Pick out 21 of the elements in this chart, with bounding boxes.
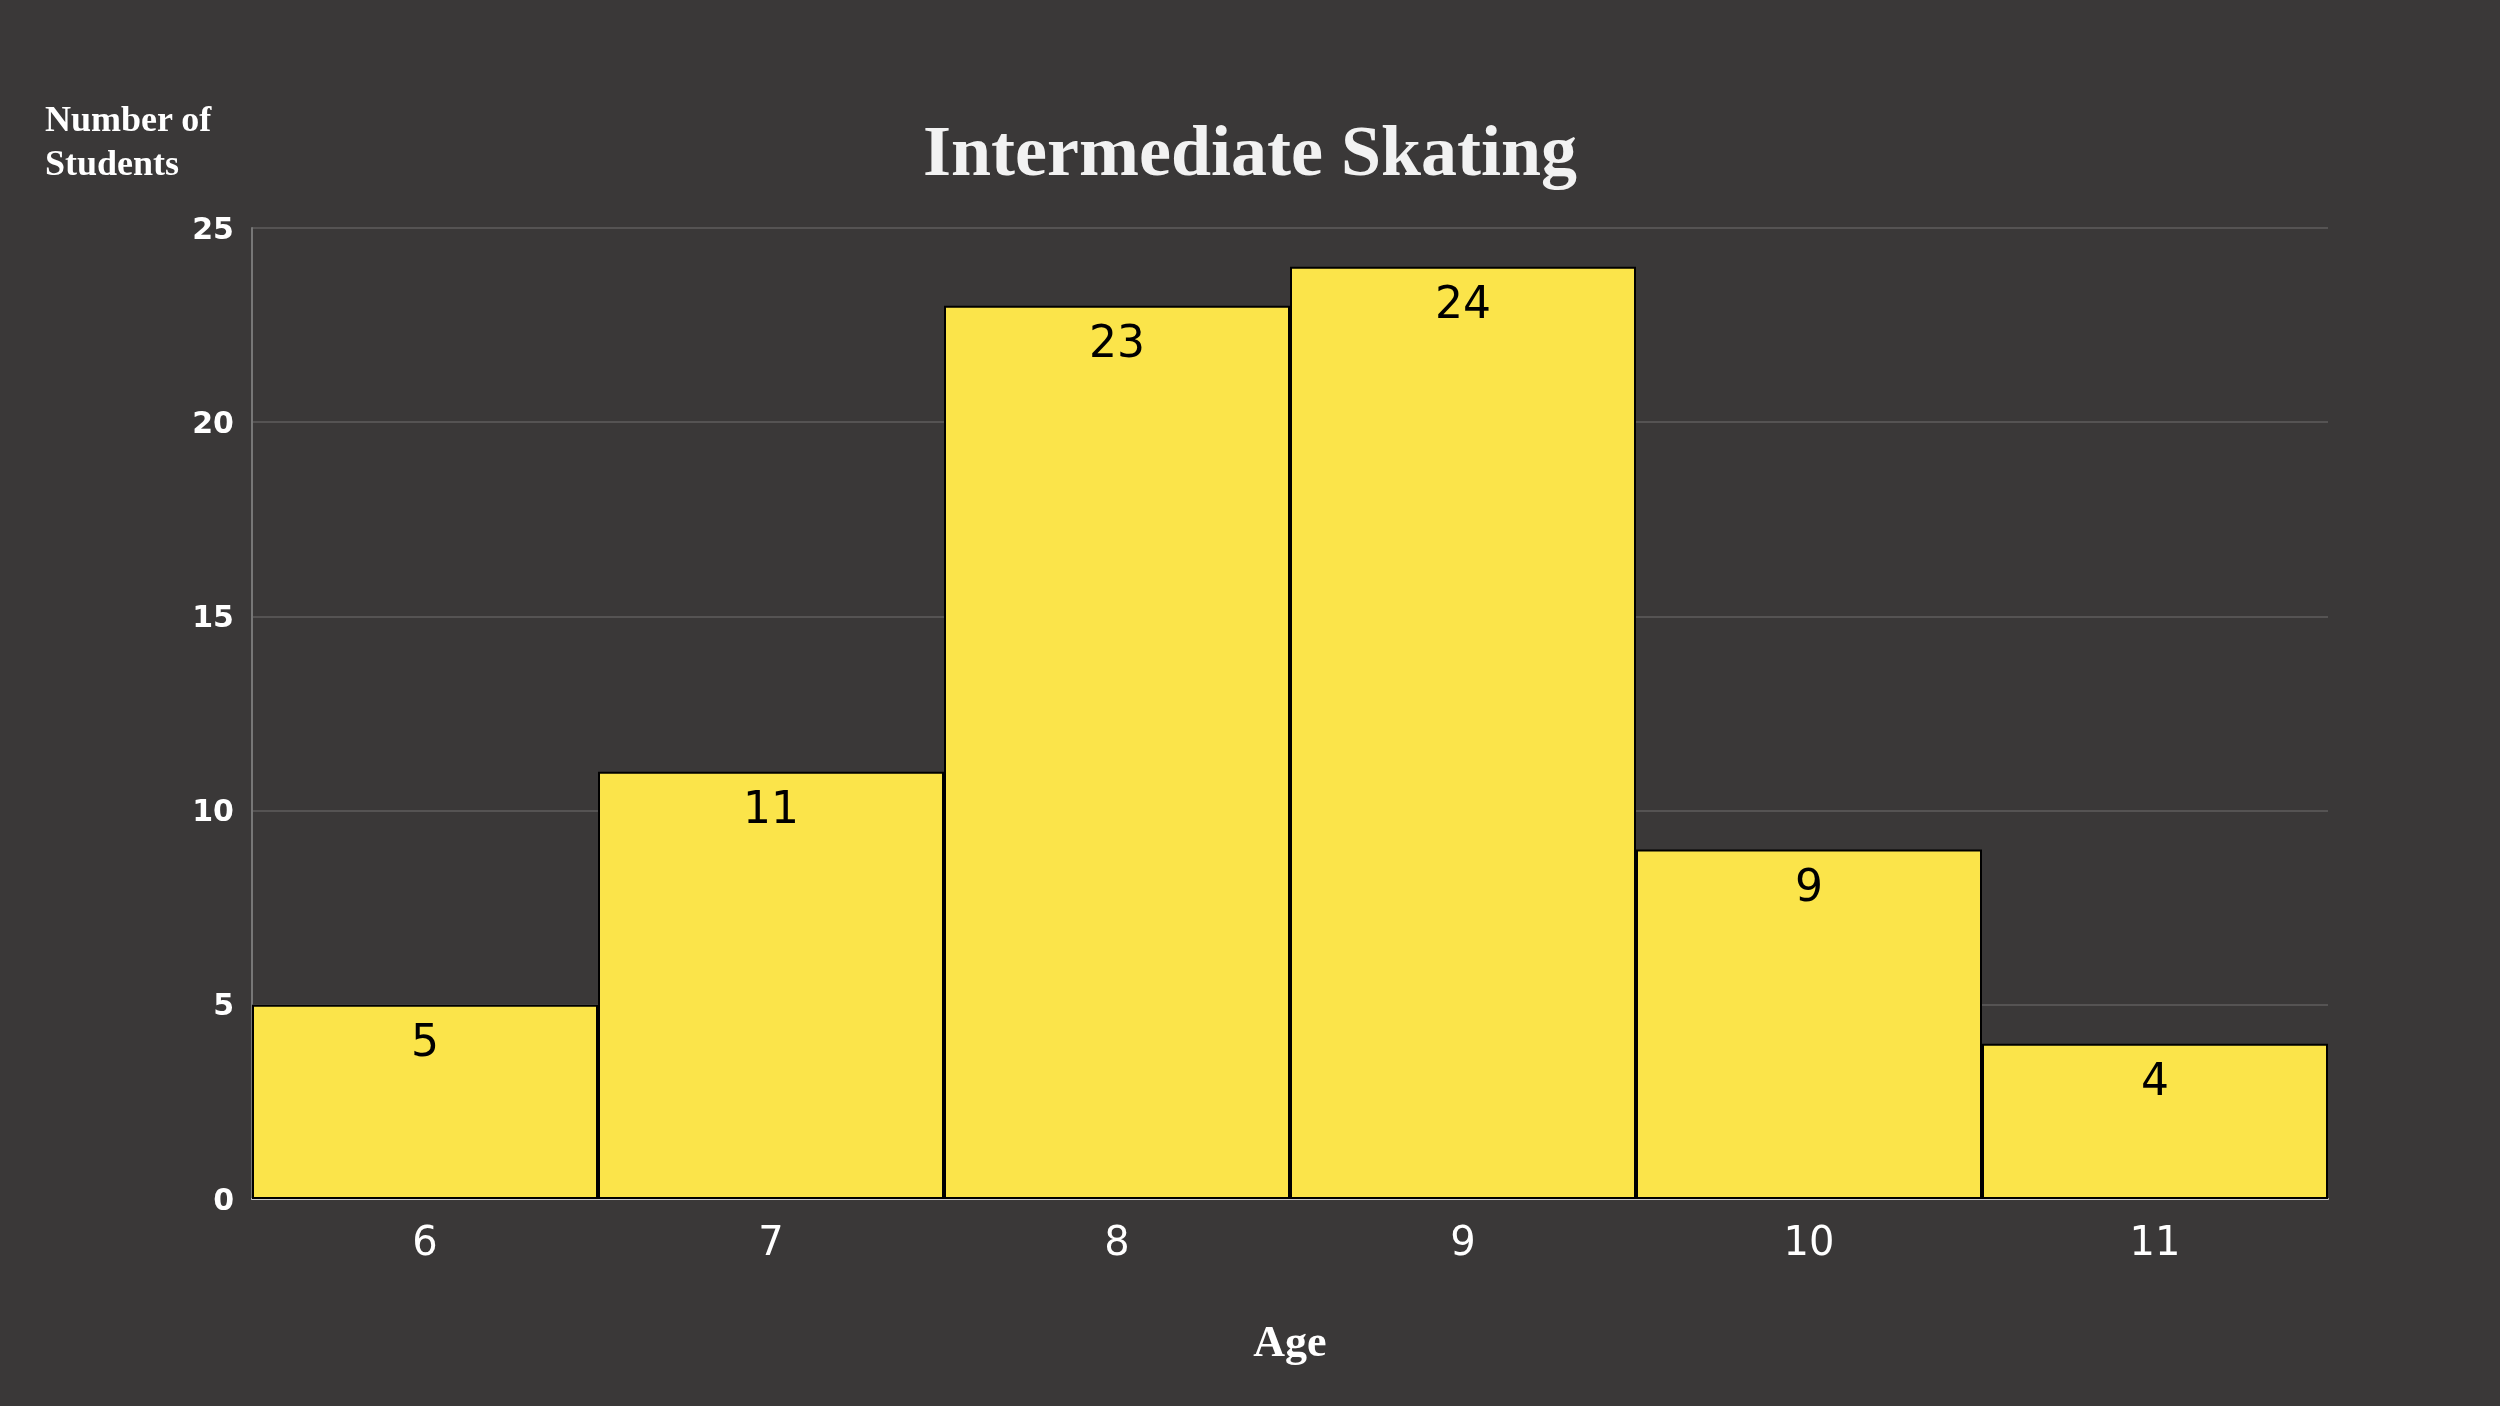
x-tick-label: 10 [1783,1218,1835,1264]
x-tick-label: 6 [412,1218,438,1264]
x-tick-label: 9 [1450,1218,1476,1264]
data-label: 9 [1795,859,1823,911]
data-label: 5 [411,1015,439,1067]
chart-title: Intermediate Skating [923,111,1577,191]
y-tick-label: 15 [192,598,234,634]
y-tick-label: 10 [192,793,234,829]
data-label: 23 [1089,316,1145,368]
x-tick-label: 11 [2129,1218,2181,1264]
y-tick-label: 5 [213,987,234,1023]
y-tick-label: 20 [192,404,234,440]
y-tick-label: 25 [192,210,234,246]
data-label: 11 [743,782,799,834]
x-tick-label: 7 [758,1218,784,1264]
y-tick-label: 0 [213,1181,234,1217]
x-axis-title: Age [1253,1316,1327,1366]
data-label: 24 [1435,277,1491,329]
data-label: 4 [2141,1054,2169,1106]
y-axis-title: Number of Students [45,99,221,183]
x-tick-label: 8 [1104,1218,1130,1264]
